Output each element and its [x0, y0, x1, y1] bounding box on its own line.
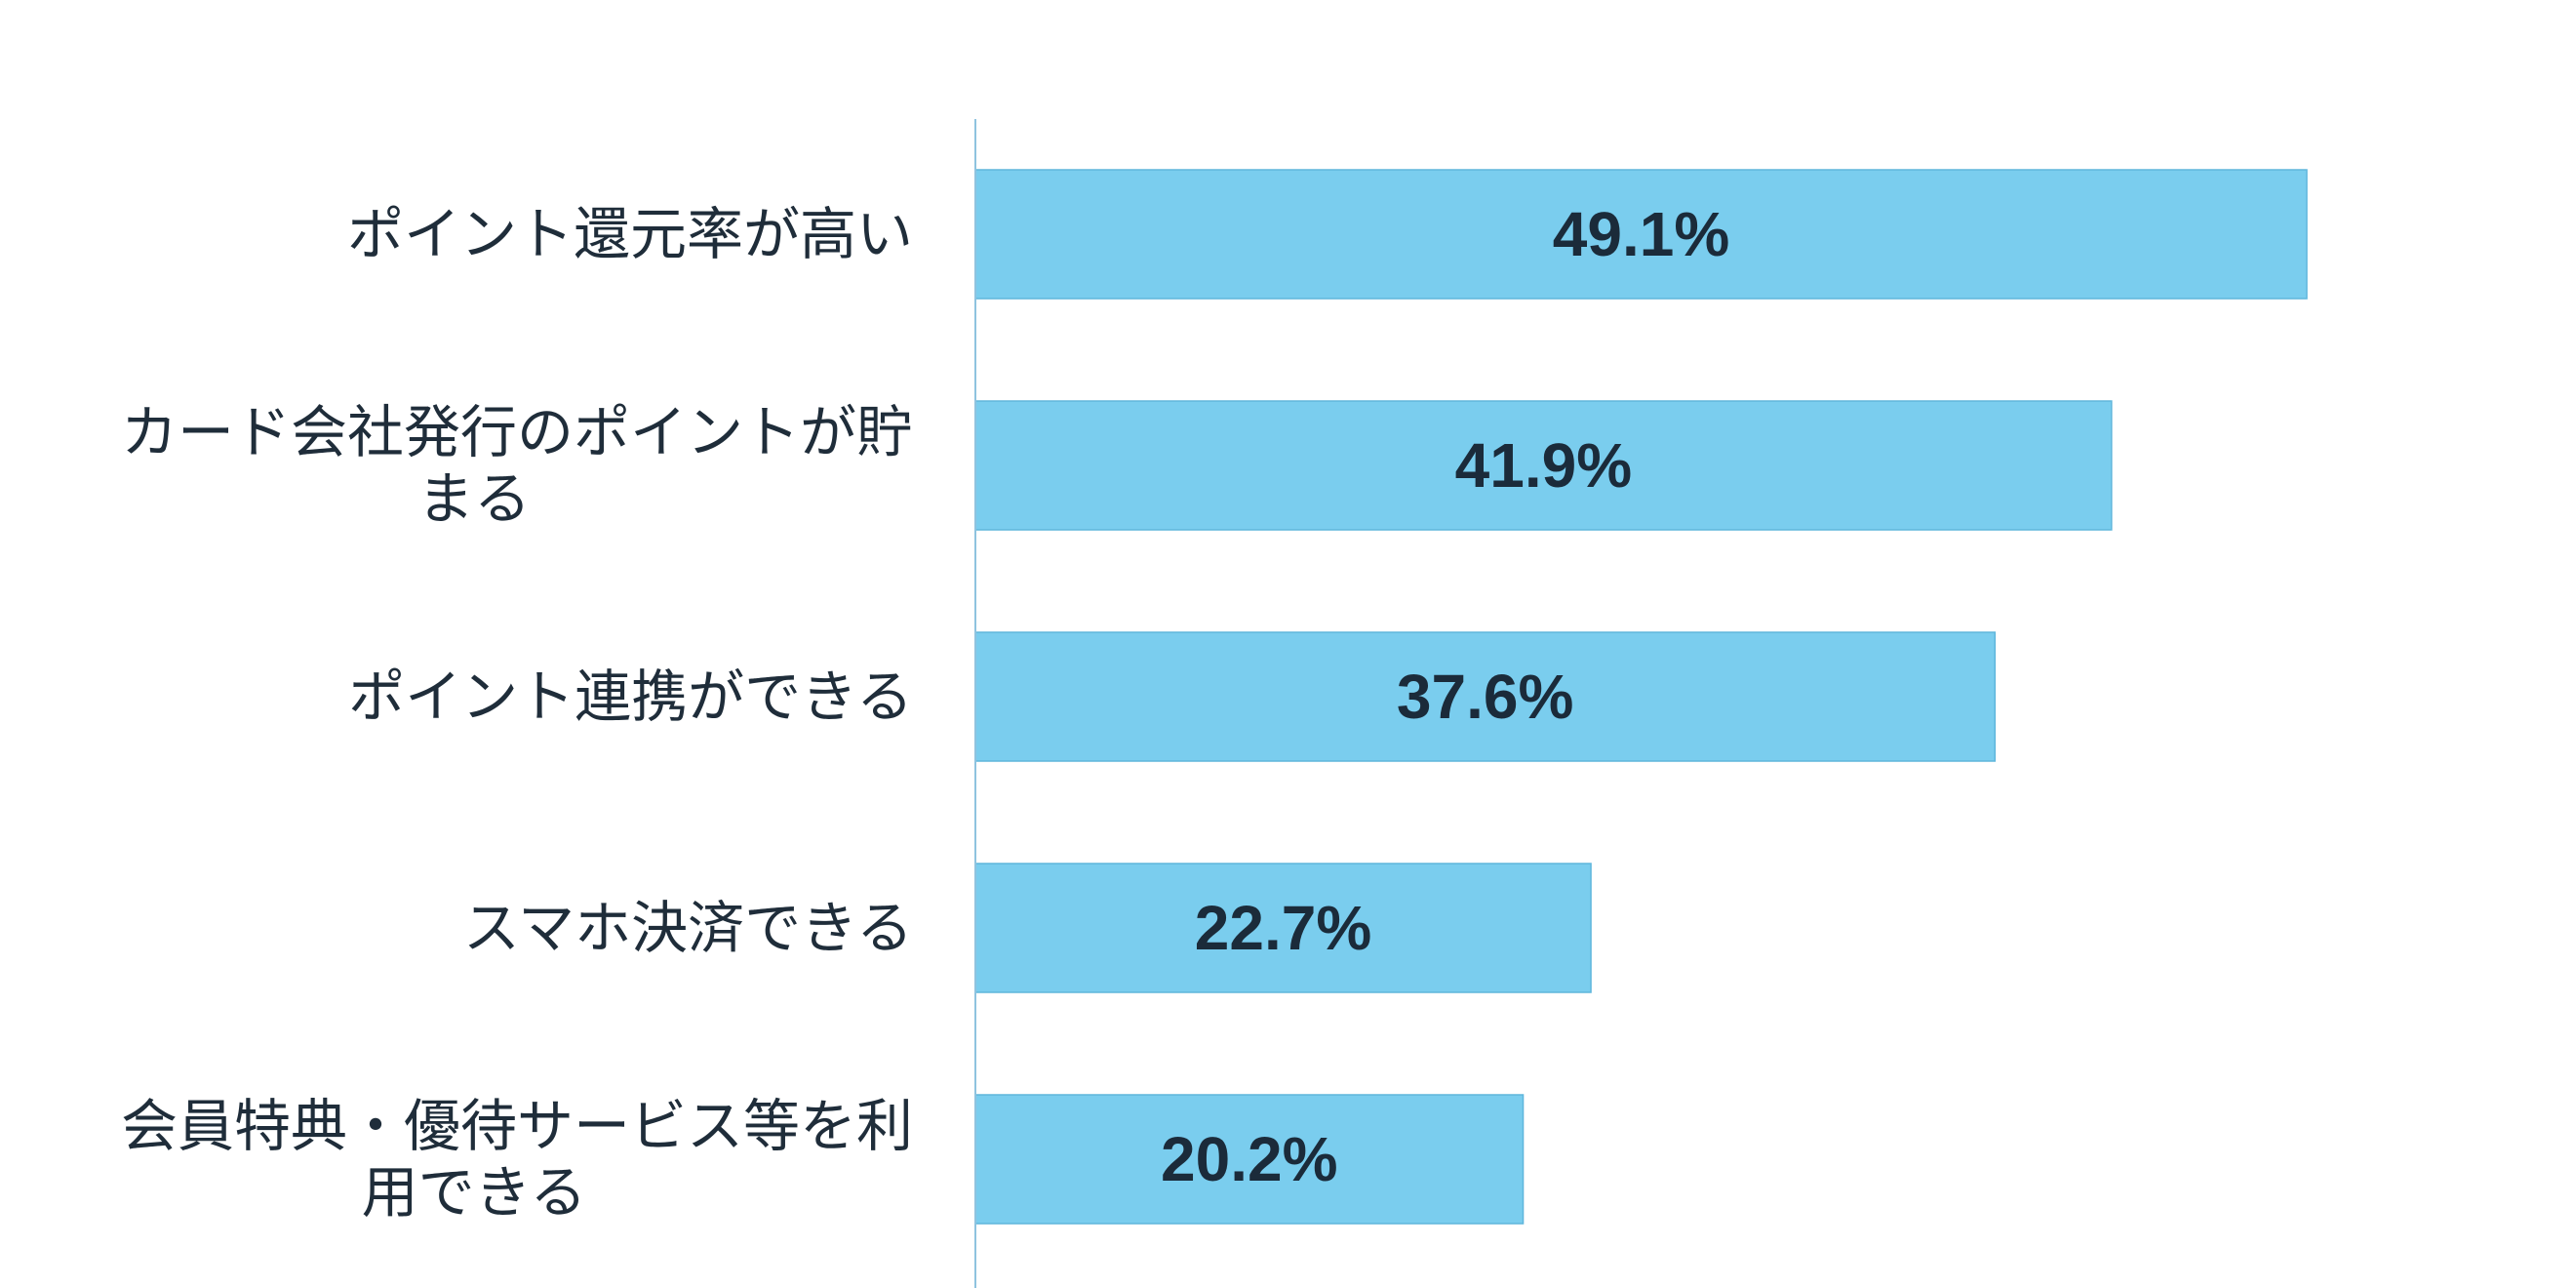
category-label-4: スマホ決済できる [463, 895, 913, 961]
category-label-line: 用できる [362, 1159, 587, 1226]
category-label-line: カード会社発行のポイントが貯 [121, 399, 913, 465]
bar-5 [974, 1094, 1525, 1225]
value-label-4: 22.7% [1195, 893, 1371, 963]
category-label-line: スマホ決済できる [463, 895, 913, 961]
category-labels: ポイント還元率が高いカード会社発行のポイントが貯まるポイント連携ができるスマホ決… [121, 201, 913, 1226]
bars-layer [974, 169, 2308, 1225]
value-label-2: 41.9% [1455, 430, 1632, 501]
category-label-line: 会員特典・優待サービス等を利 [121, 1093, 913, 1159]
category-label-1: ポイント還元率が高い [347, 201, 913, 267]
category-label-line: ポイント還元率が高い [347, 201, 913, 267]
category-label-3: ポイント連携ができる [348, 664, 913, 730]
bar-4 [974, 863, 1592, 993]
value-labels: 49.1% 41.9% 37.6% 22.7% 20.2% [1161, 199, 1729, 1194]
category-label-line: まる [417, 465, 531, 532]
bar-3 [974, 631, 1997, 762]
bar-1 [974, 169, 2308, 300]
bar-2 [974, 400, 2113, 531]
value-label-1: 49.1% [1553, 199, 1729, 269]
value-label-5: 20.2% [1161, 1124, 1337, 1194]
category-label-line: ポイント連携ができる [348, 664, 913, 730]
value-label-3: 37.6% [1397, 662, 1573, 732]
